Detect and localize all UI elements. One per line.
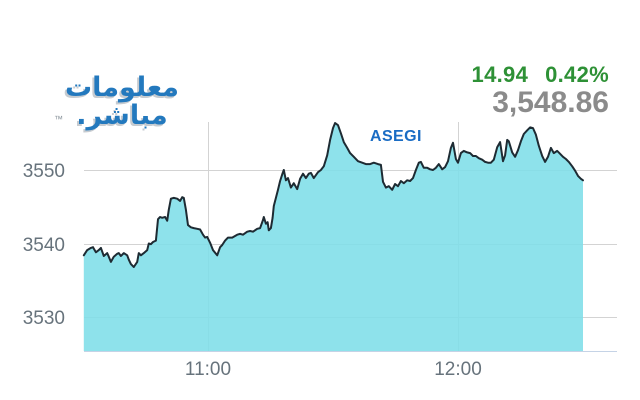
mubasher-logo: معلومات مباشر. ™ [54,72,188,131]
x-tick-label: 11:00 [185,359,231,380]
logo-trademark: ™ [54,114,63,124]
y-tick-label: 3530 [23,308,65,329]
logo-text-line2: مباشر. [76,100,168,131]
series-symbol-label: ASEGI [370,128,422,145]
x-tick-label: 12:00 [434,359,482,380]
quote-change-row: 14.94 0.42% [472,62,609,87]
price-area [83,123,584,351]
logo-text-line1: معلومات [65,72,179,103]
change-value: 14.94 [471,62,529,87]
price-line [82,122,584,268]
quote-summary: 14.94 0.42% 3,548.86 [472,62,609,118]
change-percent: 0.42% [545,62,609,87]
y-tick-label: 3550 [23,161,65,182]
y-tick-label: 3540 [23,235,65,256]
last-price: 3,548.86 [492,86,609,119]
